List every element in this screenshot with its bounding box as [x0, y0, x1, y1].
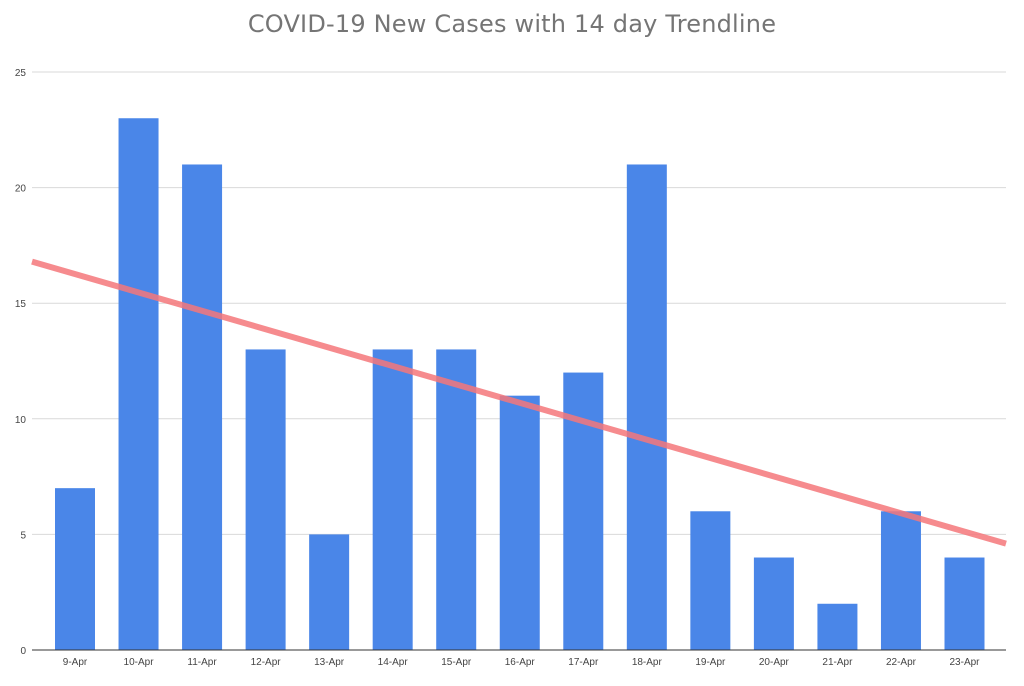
x-tick-label: 11-Apr	[187, 657, 217, 668]
x-tick-label: 12-Apr	[251, 657, 282, 668]
x-tick-label: 14-Apr	[378, 657, 409, 668]
trendline	[31, 258, 1007, 547]
y-tick-label: 5	[20, 530, 26, 541]
bar-11-Apr	[182, 164, 223, 651]
bars	[55, 118, 985, 651]
y-tick-label: 15	[15, 299, 27, 310]
x-tick-label: 9-Apr	[63, 657, 88, 668]
y-tick-label: 25	[15, 68, 27, 79]
trendline-layer	[31, 258, 1007, 547]
y-tick-label: 10	[15, 415, 27, 426]
bar-22-Apr	[880, 511, 921, 650]
tick-labels: 0 5 10 15 20 25 9-Apr 10-Apr 11-Apr 12-Apr 13-Apr 1…	[15, 68, 980, 668]
bar-20-Apr	[753, 557, 794, 650]
x-tick-label: 18-Apr	[632, 657, 663, 668]
x-tick-label: 13-Apr	[314, 657, 345, 668]
y-tick-label: 0	[20, 646, 26, 657]
x-tick-label: 23-Apr	[949, 657, 980, 668]
bar-13-Apr	[309, 534, 350, 650]
bar-19-Apr	[690, 511, 731, 650]
y-tick-label: 20	[15, 184, 27, 195]
chart-title: COVID-19 New Cases with 14 day Trendline	[247, 10, 777, 38]
bar-14-Apr	[372, 349, 413, 650]
x-tick-label: 10-Apr	[124, 657, 155, 668]
x-tick-label: 20-Apr	[759, 657, 790, 668]
bar-18-Apr	[626, 164, 667, 651]
bar-21-Apr	[817, 603, 858, 650]
x-tick-label: 16-Apr	[505, 657, 536, 668]
bar-16-Apr	[499, 395, 540, 650]
bar-15-Apr	[436, 349, 477, 650]
x-tick-label: 15-Apr	[441, 657, 472, 668]
x-tick-label: 17-Apr	[568, 657, 599, 668]
bar-10-Apr	[118, 118, 159, 651]
x-tick-label: 22-Apr	[886, 657, 917, 668]
bar-23-Apr	[944, 557, 985, 650]
bar-9-Apr	[55, 488, 95, 650]
x-tick-label: 21-Apr	[822, 657, 853, 668]
x-tick-label: 19-Apr	[695, 657, 726, 668]
bar-12-Apr	[245, 349, 286, 650]
